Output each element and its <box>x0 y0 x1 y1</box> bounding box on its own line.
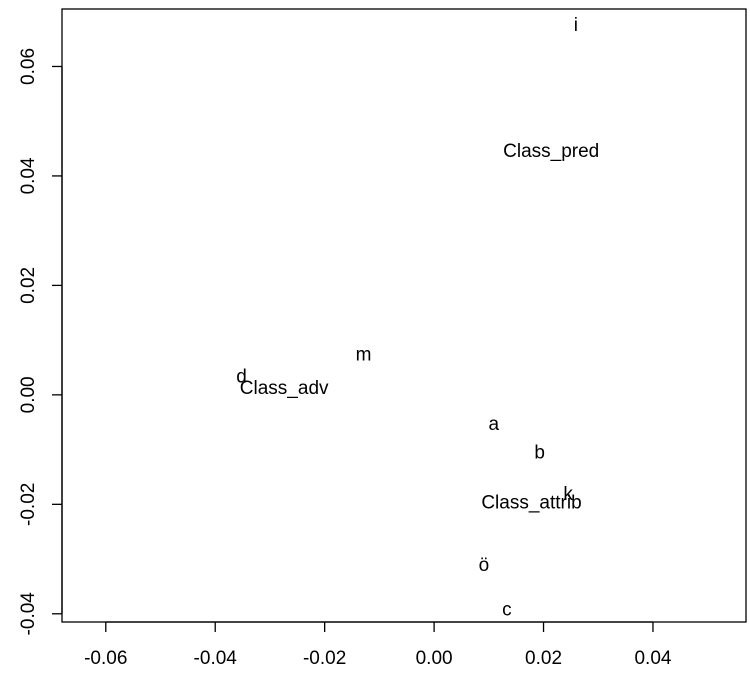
plot-frame <box>61 8 747 623</box>
y-tick-label: 0.00 <box>18 376 39 413</box>
point-label: i <box>574 15 578 36</box>
x-tick-label: 0.02 <box>525 648 562 669</box>
point-label: b <box>534 442 545 463</box>
y-tick-label: -0.02 <box>18 483 39 526</box>
point-label: Class_adv <box>240 378 329 399</box>
point-label: Class_attrib <box>481 493 581 514</box>
point-label: k <box>563 484 573 505</box>
y-tick-label: 0.02 <box>18 267 39 304</box>
x-tick-label: -0.02 <box>303 648 346 669</box>
point-label: m <box>356 344 372 365</box>
point-label: d <box>236 366 247 387</box>
x-tick-label: 0.00 <box>416 648 453 669</box>
y-axis: -0.04 -0.02 0.00 0.02 0.04 0.06 <box>18 48 63 636</box>
x-tick-label: -0.06 <box>84 648 127 669</box>
y-tick-label: 0.06 <box>18 48 39 85</box>
y-tick-label: -0.04 <box>18 592 39 636</box>
point-label: ö <box>479 555 490 576</box>
point-label: a <box>488 414 499 435</box>
point-label: c <box>502 599 512 620</box>
x-tick-label: -0.04 <box>194 648 238 669</box>
point-label: Class_pred <box>503 141 599 162</box>
x-tick-label: 0.04 <box>634 648 671 669</box>
y-tick-label: 0.04 <box>18 157 39 194</box>
x-axis: -0.06 -0.04 -0.02 0.00 0.02 0.04 <box>84 621 672 669</box>
